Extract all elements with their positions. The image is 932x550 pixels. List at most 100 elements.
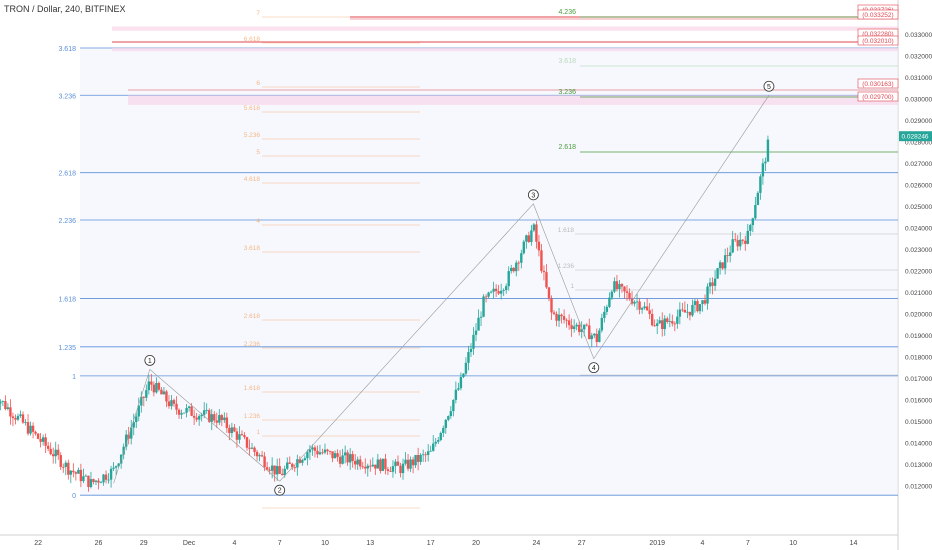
candle-body xyxy=(603,311,606,318)
candle-body xyxy=(399,465,402,474)
y-tick-label: 0.026000 xyxy=(905,183,932,190)
candle-body xyxy=(124,434,128,447)
candle-body xyxy=(278,466,281,474)
candle-body xyxy=(562,316,566,320)
candle-body xyxy=(135,416,138,423)
x-tick-label: 10 xyxy=(321,540,329,547)
green-label: 3.236 xyxy=(558,89,576,96)
candle-body xyxy=(525,235,528,242)
candle-body xyxy=(437,440,440,442)
candle-body xyxy=(650,313,654,326)
candle-body xyxy=(318,452,322,455)
wave-marker xyxy=(588,362,600,374)
fib-label: 1.618 xyxy=(58,296,76,303)
candle-body xyxy=(668,321,671,322)
candle-body xyxy=(530,230,533,243)
candle-body xyxy=(673,323,677,325)
candle-body xyxy=(499,290,503,294)
candle-body xyxy=(170,400,173,407)
y-tick-label: 0.015000 xyxy=(905,419,932,426)
y-tick-label: 0.024000 xyxy=(905,226,932,233)
candle-body xyxy=(29,425,32,434)
candle-body xyxy=(361,466,364,468)
candle-body xyxy=(341,455,344,464)
candle-body xyxy=(379,459,382,471)
candle-body xyxy=(716,268,719,279)
candle-body xyxy=(291,463,294,468)
candle-body xyxy=(620,284,624,287)
candle-body xyxy=(479,316,483,318)
y-tick-label: 0.030000 xyxy=(905,97,932,104)
candle-body xyxy=(255,451,259,457)
candle-body xyxy=(67,462,70,475)
y-tick-label: 0.013000 xyxy=(905,462,932,469)
candle-body xyxy=(374,464,377,469)
candle-body xyxy=(605,306,609,312)
candle-body xyxy=(72,470,75,473)
ext-label: 6.618 xyxy=(244,36,261,43)
wave-label: 1 xyxy=(148,358,152,365)
y-tick-label: 0.032000 xyxy=(905,54,932,61)
candle-body xyxy=(371,464,375,467)
candle-body xyxy=(444,419,447,428)
candle-body xyxy=(19,414,22,416)
candle-body xyxy=(572,326,576,329)
candle-body xyxy=(394,461,397,467)
candle-body xyxy=(580,329,583,332)
candle-body xyxy=(517,262,520,264)
candle-body xyxy=(635,301,639,303)
candle-body xyxy=(195,417,198,420)
price-box xyxy=(857,9,899,20)
candle-body xyxy=(323,449,327,453)
candle-body xyxy=(759,176,762,193)
candle-body xyxy=(293,467,296,469)
candle-body xyxy=(351,454,354,461)
price-box xyxy=(857,78,899,89)
candle-body xyxy=(328,451,332,452)
target-zone xyxy=(112,47,898,52)
candle-body xyxy=(618,284,621,290)
candle-body xyxy=(482,296,485,317)
candle-body xyxy=(258,455,261,457)
candle-body xyxy=(489,291,493,293)
candle-body xyxy=(648,310,651,314)
candle-body xyxy=(4,401,7,410)
candle-body xyxy=(175,403,178,410)
candle-body xyxy=(693,301,697,305)
fib-label: 3.236 xyxy=(58,93,76,100)
candle-body xyxy=(364,466,367,469)
candle-body xyxy=(731,239,734,253)
candle-body xyxy=(381,458,385,471)
fib-label: 2.618 xyxy=(58,171,76,178)
y-tick-label: 0.019000 xyxy=(905,333,932,340)
candle-body xyxy=(376,459,380,469)
candle-body xyxy=(505,286,508,291)
candle-body xyxy=(74,472,78,474)
x-tick-label: 29 xyxy=(140,540,148,547)
wave-marker xyxy=(144,354,156,366)
chart-title: TRON / Dollar, 240, BITFINEX xyxy=(4,4,126,14)
price-box-label: (0.033252) xyxy=(862,12,893,19)
price-box-label: (0.032280) xyxy=(862,31,893,38)
candle-body xyxy=(354,460,357,465)
ext-label: 1.236 xyxy=(244,413,261,420)
candle-body xyxy=(726,255,729,256)
candle-body xyxy=(653,325,656,327)
candle-body xyxy=(165,391,168,402)
candle-body xyxy=(520,253,523,263)
candle-body xyxy=(661,320,664,330)
candle-body xyxy=(522,241,526,254)
candle-body xyxy=(688,311,692,316)
price-box-label: (0.030163) xyxy=(862,81,893,88)
fib-label: 2.236 xyxy=(58,218,76,225)
candle-body xyxy=(421,454,425,456)
candle-body xyxy=(208,410,211,422)
y-tick-label: 0.018000 xyxy=(905,355,932,362)
wave-marker xyxy=(763,80,775,92)
candle-body xyxy=(663,318,666,330)
candle-body xyxy=(643,306,646,309)
candle-body xyxy=(459,377,463,389)
candle-body xyxy=(708,282,712,287)
candle-body xyxy=(366,465,369,469)
